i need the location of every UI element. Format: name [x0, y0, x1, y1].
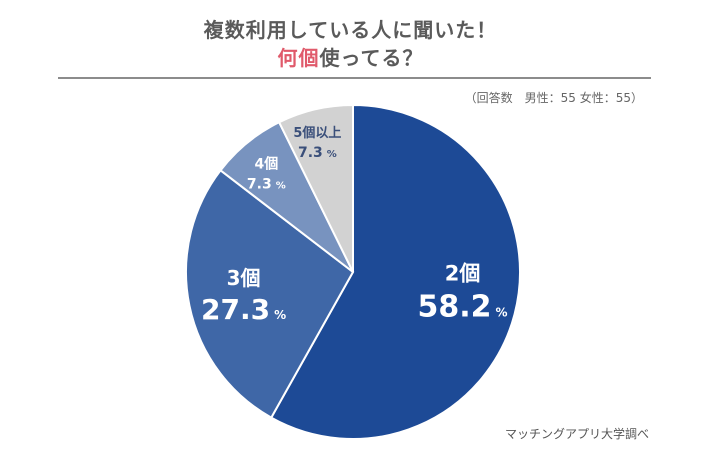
chart-title-line1: 複数利用している人に聞いた！ [203, 18, 498, 42]
title-divider [58, 77, 651, 79]
pie-slice-2 [185, 168, 355, 419]
slice-value-4: 7.3% [298, 145, 337, 161]
slice-value-2: 27.3% [201, 293, 286, 326]
respondent-note: （回答数 男性：55 女性：55） [464, 91, 643, 105]
slice-label-1: 2個 [445, 261, 481, 285]
title-rest: 使ってる？ [319, 46, 424, 70]
chart-title-line2: 何個使ってる？ [0, 42, 701, 71]
slice-value-3: 7.3% [247, 176, 286, 192]
slice-label-4: 5個以上 [293, 125, 341, 141]
source-credit: マッチングアプリ大学調べ [504, 427, 649, 441]
slice-label-3: 4個 [254, 155, 278, 172]
title-highlight: 何個 [277, 46, 320, 70]
pie-slice-1 [269, 103, 521, 440]
pie-slice-4 [277, 103, 354, 273]
slice-label-2: 3個 [227, 266, 261, 290]
slice-value-1: 58.2% [418, 289, 508, 324]
